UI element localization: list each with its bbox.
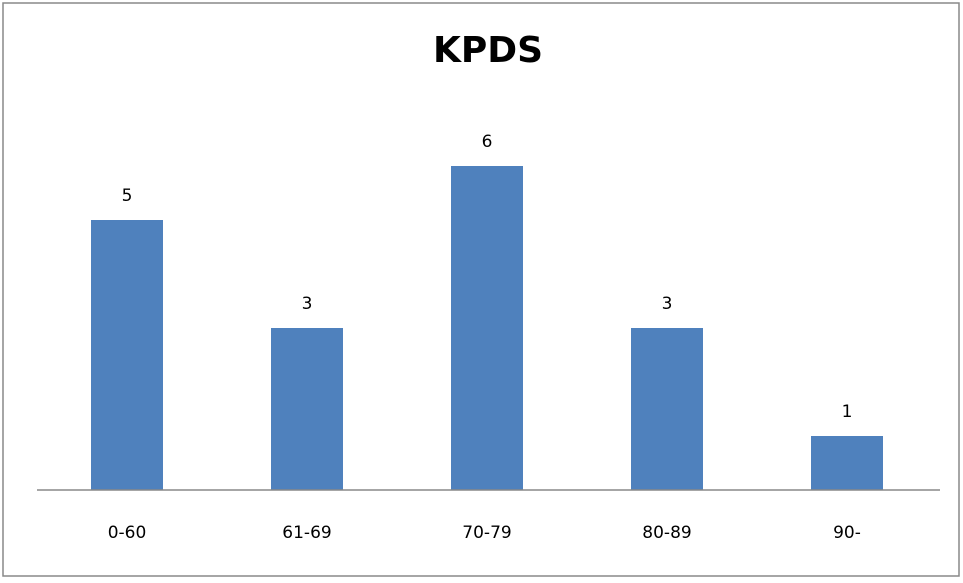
data-label: 3 [302, 294, 313, 314]
x-tick-label: 0-60 [108, 523, 147, 543]
bar [811, 436, 883, 490]
x-tick-label: 70-79 [462, 523, 511, 543]
data-label: 1 [842, 402, 853, 422]
x-tick-label: 80-89 [642, 523, 691, 543]
bar [451, 166, 523, 490]
bar [631, 328, 703, 490]
chart-title: KPDS [433, 30, 543, 71]
data-label: 5 [122, 186, 133, 206]
data-label: 3 [662, 294, 673, 314]
x-tick-label: 90- [833, 523, 861, 543]
bar [91, 220, 163, 490]
bar [271, 328, 343, 490]
data-label: 6 [482, 132, 493, 152]
x-tick-label: 61-69 [282, 523, 331, 543]
